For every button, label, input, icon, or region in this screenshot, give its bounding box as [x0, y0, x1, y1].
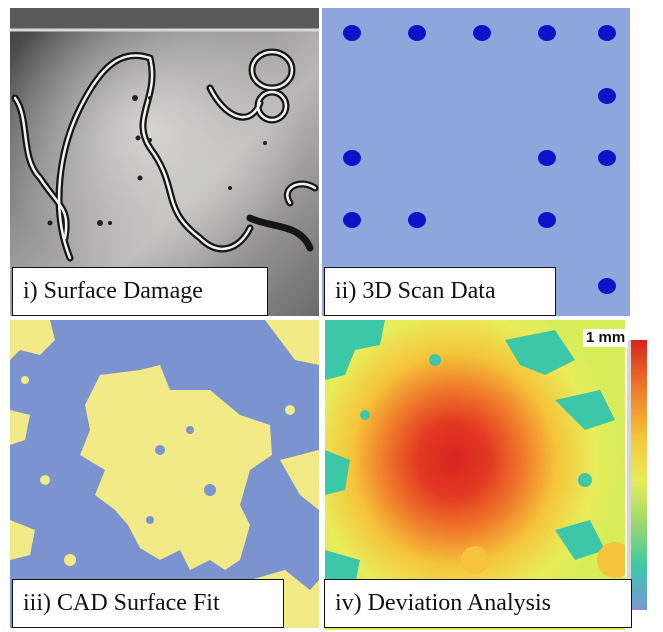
scan-marker — [538, 212, 556, 228]
cad-surface-fit-image — [10, 320, 319, 628]
fit-region — [80, 365, 272, 570]
cad-fit-plot — [10, 320, 319, 628]
scan-marker — [598, 25, 616, 41]
scan-marker — [538, 150, 556, 166]
scan-marker — [538, 25, 556, 41]
caption-deviation-analysis: iv) Deviation Analysis — [324, 579, 632, 628]
colorbar-top-label: 1 mm — [583, 329, 629, 347]
caption-3d-scan-data: ii) 3D Scan Data — [324, 267, 556, 316]
deviation-analysis-image: 1 mm m — [325, 320, 653, 630]
surface-damage-image — [10, 8, 319, 316]
colorbar — [631, 340, 647, 610]
scan-marker — [473, 25, 491, 41]
scan-marker — [408, 25, 426, 41]
scan-data-image — [322, 8, 630, 316]
scan-background — [322, 8, 630, 316]
caption-cad-surface-fit: iii) CAD Surface Fit — [12, 579, 284, 628]
scan-marker — [343, 150, 361, 166]
deviation-heatmap — [325, 320, 653, 630]
scan-data-plot — [322, 8, 630, 316]
scan-marker — [343, 25, 361, 41]
scan-marker — [598, 150, 616, 166]
caption-surface-damage: i) Surface Damage — [12, 267, 268, 316]
surface-damage-photo — [10, 8, 319, 316]
scan-marker — [598, 278, 616, 294]
scan-marker — [343, 212, 361, 228]
scan-marker — [598, 88, 616, 104]
scan-marker — [408, 212, 426, 228]
